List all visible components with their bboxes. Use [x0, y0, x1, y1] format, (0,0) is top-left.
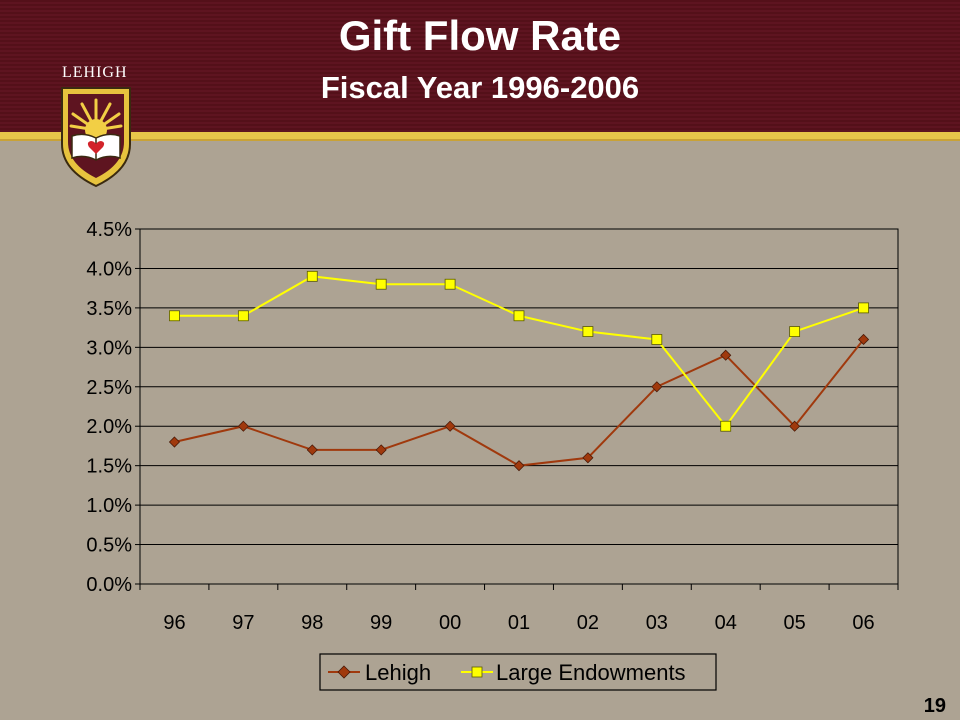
y-tick-label-3: 1.5%	[86, 456, 132, 478]
x-tick-label-97: 97	[232, 612, 254, 634]
x-tick-label-01: 01	[508, 612, 530, 634]
y-tick-label-6: 3.0%	[86, 337, 132, 359]
series-group	[168, 270, 870, 472]
y-tick-label-5: 2.5%	[86, 377, 132, 399]
y-tick-label-4: 2.0%	[86, 416, 132, 438]
plot-area-background	[139, 228, 899, 585]
gridlines	[140, 228, 898, 546]
lehigh-shield-logo-icon	[61, 87, 131, 188]
point-lehigh-06	[857, 333, 870, 346]
chart-legend: Lehigh Large Endowments	[319, 653, 717, 691]
point-lehigh-96	[168, 436, 181, 448]
legend-label-lehigh: Lehigh	[365, 660, 431, 685]
slide-subtitle: Fiscal Year 1996-2006	[320, 70, 640, 105]
page-number: 19	[923, 695, 946, 717]
point-lehigh-05	[789, 420, 801, 432]
x-tick-label-04: 04	[715, 612, 737, 634]
y-tick-label-0: 0.0%	[86, 574, 132, 596]
legend-label-large-endowments: Large Endowments	[496, 660, 686, 685]
legend-box	[319, 653, 717, 691]
point-lehigh-01	[513, 460, 525, 472]
x-tick-label-00: 00	[439, 612, 461, 634]
legend-marker-lehigh	[337, 665, 351, 679]
legend-marker-large-endowments	[471, 666, 483, 678]
y-tick-label-7: 3.5%	[86, 298, 132, 320]
y-tick-label-2: 1.0%	[86, 495, 132, 517]
x-tick-label-02: 02	[577, 612, 599, 634]
slide-title: Gift Flow Rate	[338, 12, 622, 59]
x-tick-label-99: 99	[370, 612, 392, 634]
point-large-endowments-96	[169, 310, 180, 322]
point-large-endowments-97	[237, 310, 249, 322]
x-tick-label-06: 06	[852, 612, 874, 634]
point-large-endowments-99	[375, 278, 387, 290]
point-large-endowments-00	[444, 278, 456, 290]
point-lehigh-04	[720, 349, 732, 361]
point-large-endowments-03	[651, 334, 663, 345]
point-large-endowments-02	[582, 326, 594, 337]
header-gold-stripe-shadow	[0, 139, 960, 141]
x-tick-label-03: 03	[646, 612, 668, 634]
slide-header	[0, 0, 960, 132]
point-lehigh-97	[237, 420, 249, 432]
header-gold-stripe	[0, 132, 960, 139]
x-tick-label-96: 96	[163, 612, 185, 634]
point-large-endowments-04	[720, 420, 732, 432]
point-large-endowments-05	[789, 326, 801, 337]
x-axis: 96 97 98 99 00 01 02 03 04 05 06	[139, 584, 899, 634]
y-tick-label-1: 0.5%	[86, 535, 132, 557]
point-lehigh-00	[444, 420, 456, 432]
point-lehigh-98	[306, 444, 318, 456]
x-tick-label-98: 98	[301, 612, 323, 634]
point-large-endowments-06	[858, 302, 869, 314]
point-lehigh-99	[375, 444, 387, 456]
point-lehigh-02	[582, 452, 594, 464]
y-tick-label-9: 4.5%	[86, 219, 132, 241]
point-large-endowments-98	[306, 270, 318, 282]
y-axis: 0.0% 0.5% 1.0% 1.5% 2.0% 2.5% 3.0% 3.5% 4.0% 4.5%	[86, 219, 140, 596]
y-tick-label-8: 4.0%	[86, 258, 132, 280]
point-large-endowments-01	[513, 310, 525, 322]
x-tick-label-05: 05	[784, 612, 806, 634]
logo-wordmark: LEHIGH	[62, 64, 128, 81]
point-lehigh-03	[651, 381, 663, 393]
